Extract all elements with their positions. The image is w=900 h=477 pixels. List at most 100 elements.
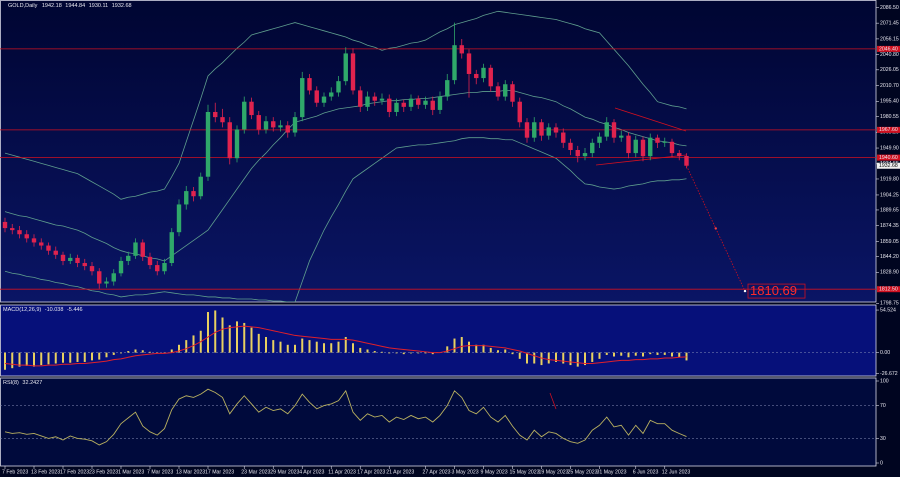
macd-signal (4, 325, 687, 367)
y-tick-label: 1995.40 (880, 99, 899, 105)
candle-body (10, 228, 15, 231)
candle-body (590, 142, 595, 154)
macd-bar (178, 344, 180, 353)
candle-body (466, 53, 472, 74)
macd-bar (678, 352, 681, 358)
y-tick-label: 2056.15 (880, 36, 899, 42)
x-tick-label: 3 May 2023 (452, 469, 479, 475)
wedge-line (614, 107, 687, 132)
close: 1932.68 (112, 3, 132, 9)
main-panel (0, 0, 877, 303)
x-tick-label: 15 May 2023 (510, 469, 540, 475)
level-tag (877, 126, 900, 133)
candle-body (662, 141, 667, 143)
macd-bar (533, 352, 536, 364)
candle-body (300, 78, 305, 118)
y-tick-label: 1949.90 (880, 145, 899, 151)
candle-body (126, 255, 131, 261)
candle-body (481, 67, 486, 79)
macd-bar (301, 338, 304, 353)
candle-body (539, 122, 544, 136)
y-tick-label: 1874.35 (880, 223, 899, 229)
rsi-tick-label: 0 (880, 460, 883, 466)
macd-bar (25, 352, 28, 366)
macd-plot (0, 310, 876, 370)
candle-body (39, 242, 44, 246)
x-tick-label: 25 May 2023 (568, 469, 598, 475)
y-tick-label: 1919.80 (880, 176, 899, 182)
candle-body (633, 139, 638, 154)
candle-body (445, 80, 450, 97)
candle-body (423, 100, 428, 105)
macd-bar (373, 351, 376, 353)
macd-bar (671, 352, 673, 357)
x-tick-label: 17 Feb 2023 (60, 469, 89, 475)
candle-body (561, 132, 566, 143)
x-tick-label: 27 Apr 2023 (423, 469, 451, 475)
macd-bar (149, 351, 151, 353)
candle-body (350, 53, 356, 91)
candle-body (176, 204, 182, 233)
candle-body (46, 245, 51, 251)
candle-body (488, 67, 493, 87)
macd-bar (395, 352, 398, 354)
macd-bar (4, 352, 6, 370)
x-tick-label: 13 Mar 2023 (176, 469, 205, 475)
macd-bar (257, 333, 260, 353)
macd-bar (286, 344, 289, 353)
x-tick-label: 4 Apr 2023 (299, 469, 324, 475)
macd-bar (69, 352, 72, 363)
candle-body (532, 122, 537, 138)
candle-body (213, 111, 218, 118)
macd-bar (11, 352, 14, 369)
macd-bar (634, 352, 637, 356)
macd-bar (250, 327, 253, 353)
candle-body (205, 111, 211, 177)
bollinger-middle (4, 90, 687, 262)
level-tag (877, 45, 900, 52)
x-tick-label: 29 Mar 2023 (270, 469, 299, 475)
x-tick-label: 23 Feb 2023 (89, 469, 118, 475)
candle-body (198, 176, 203, 197)
level-label: 1940.60 (879, 155, 898, 161)
candle-body (619, 135, 624, 138)
candle-body (82, 263, 87, 267)
macd-bar (649, 352, 652, 355)
candle-body (510, 84, 515, 102)
macd-bar (540, 352, 543, 366)
x-tick-label: 9 May 2023 (481, 469, 508, 475)
candle-body (2, 221, 8, 229)
macd-bar (410, 352, 412, 354)
candle-body (387, 98, 392, 112)
macd-bar (366, 349, 369, 353)
candle-body (655, 137, 660, 143)
macd-bar (381, 351, 383, 353)
macd-bar (352, 343, 354, 353)
x-tick-label: 7 Mar 2023 (147, 469, 173, 475)
candle-body (321, 96, 327, 103)
macd-bar (656, 352, 659, 355)
macd-bar (591, 352, 594, 362)
y-tick-label: 2071.45 (880, 21, 899, 27)
candle-body (575, 150, 580, 157)
macd-bar (47, 352, 50, 365)
candle-body (111, 273, 116, 282)
macd-bar (489, 347, 492, 353)
y-tick-label: 1980.55 (880, 114, 899, 120)
macd-bar (105, 352, 108, 358)
x-tick-label: 23 Mar 2023 (241, 469, 270, 475)
candle-body (292, 117, 298, 133)
target-point (743, 289, 747, 293)
macd-bar (344, 336, 347, 353)
candle-body (60, 254, 66, 261)
candle-body (401, 102, 406, 107)
macd-bar (308, 340, 311, 353)
macd-header: MACD(12,26,9) -10.038 -5.446 (3, 307, 83, 313)
open: 1942.18 (42, 3, 62, 9)
macd-bar (627, 352, 630, 358)
macd-bar (685, 352, 688, 361)
macd-bar (228, 325, 231, 353)
macd-bar (555, 352, 557, 362)
rsi-value: 32.2427 (22, 380, 42, 386)
